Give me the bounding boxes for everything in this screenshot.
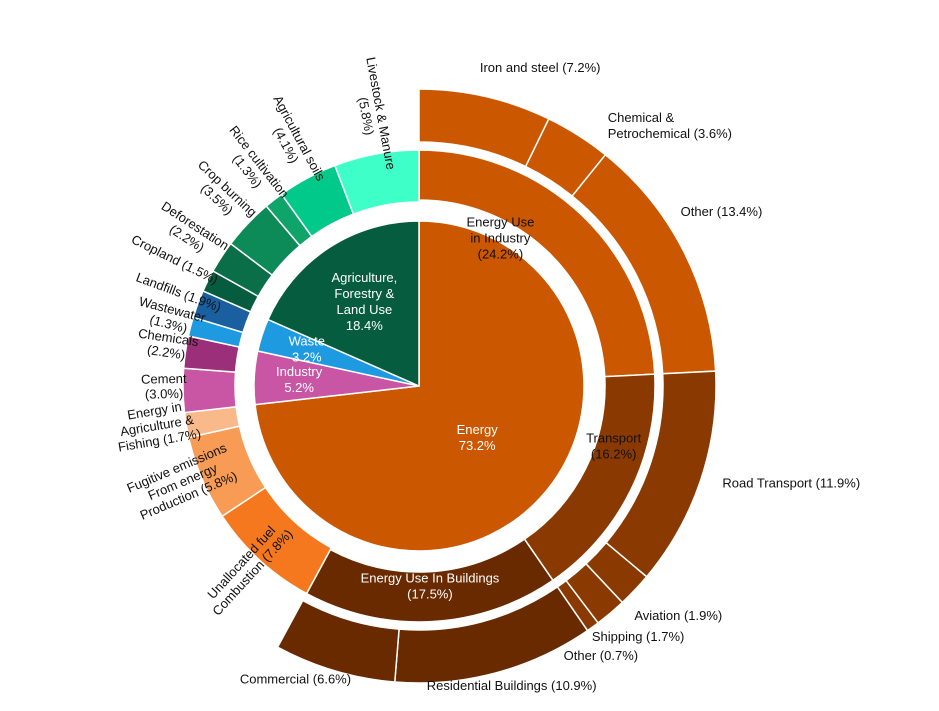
subsector-cement bbox=[182, 367, 238, 414]
end-use-label-aviation: Aviation (1.9%) bbox=[634, 608, 722, 623]
sector-label-industry: Industry 5.2% bbox=[276, 364, 323, 395]
end-use-label-road-transport: Road Transport (11.9%) bbox=[722, 476, 860, 491]
end-use-label-industry-other: Other (13.4%) bbox=[681, 204, 763, 219]
end-use-label-residential-buildings: Residential Buildings (10.9%) bbox=[427, 678, 597, 693]
end-use-label-energy-in-agriculture-fishing: Energy inAgriculture &Fishing (1.7%) bbox=[112, 396, 202, 454]
subsector-label-cement: Cement(3.0%) bbox=[141, 371, 187, 402]
end-use-energy-use-in-buildings-commercial bbox=[276, 599, 400, 683]
end-use-label-chemical-petrochemical: Chemical & Petrochemical (3.6%) bbox=[608, 110, 732, 141]
sector-label-energy: Energy 73.2% bbox=[457, 422, 499, 453]
subsector-livestock-manure bbox=[333, 149, 420, 216]
end-use-label-iron-and-steel: Iron and steel (7.2%) bbox=[480, 60, 601, 75]
end-use-label-shipping: Shipping (1.7%) bbox=[592, 629, 685, 644]
end-use-label-transport-other: Other (0.7%) bbox=[564, 648, 638, 663]
sector-label-waste: Waste 3.2% bbox=[289, 334, 325, 365]
sector-agriculture-forestry-land-use bbox=[266, 220, 420, 388]
sector-label-afolu: Agriculture, Forestry & Land Use 18.4% bbox=[331, 270, 397, 333]
subsector-label-energy-use-in-industry: Energy Use in Industry (24.2%) bbox=[466, 214, 534, 261]
subsector-label-chemicals: Chemicals(2.2%) bbox=[135, 326, 200, 364]
subsector-label-energy-use-in-buildings: Energy Use In Buildings (17.5%) bbox=[361, 571, 500, 602]
end-use-label-commercial: Commercial (6.6%) bbox=[240, 671, 351, 686]
subsector-label-transport: Transport (16.2%) bbox=[586, 430, 642, 461]
